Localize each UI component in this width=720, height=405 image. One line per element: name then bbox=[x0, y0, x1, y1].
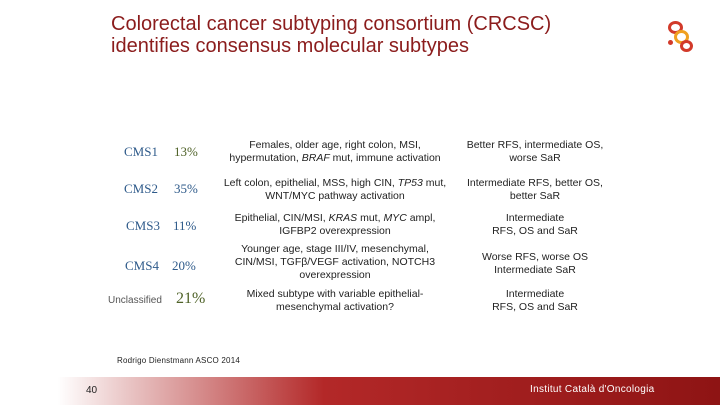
page-number: 40 bbox=[86, 385, 98, 396]
features-line: overexpression bbox=[299, 269, 371, 281]
slide-title: Colorectal cancer subtyping consortium (… bbox=[111, 13, 552, 57]
features-line: CIN/MSI, TGFβ/VEGF activation, NOTCH3 bbox=[234, 256, 436, 268]
features-line: IGFBP2 overexpression bbox=[279, 225, 391, 237]
subtype-features: Younger age, stage III/IV, mesenchymal, … bbox=[215, 243, 455, 282]
institution-name: Institut Català d'Oncologia bbox=[530, 384, 655, 395]
outcome-line: better SaR bbox=[509, 190, 561, 202]
features-text: mut, immune activation bbox=[329, 152, 441, 164]
subtype-outcome: Better RFS, intermediate OS, worse SaR bbox=[455, 139, 615, 165]
subtype-label: CMS2 bbox=[124, 181, 158, 196]
features-gene: BRAF bbox=[301, 152, 330, 164]
features-line: WNT/MYC pathway activation bbox=[265, 190, 405, 202]
subtype-percent: 11% bbox=[173, 218, 197, 233]
subtype-outcome: Intermediate RFS, OS and SaR bbox=[455, 212, 615, 238]
outcome-line: Intermediate SaR bbox=[494, 264, 576, 276]
features-line: Left colon, epithelial, MSS, high CIN, T… bbox=[215, 177, 455, 190]
features-text: hypermutation, bbox=[229, 152, 302, 164]
features-text: ampl, bbox=[406, 212, 436, 224]
outcome-line: Intermediate bbox=[505, 212, 565, 224]
outcome-line: Worse RFS, worse OS bbox=[482, 251, 588, 263]
subtype-label: CMS1 bbox=[124, 144, 158, 159]
features-text: mut, bbox=[357, 212, 384, 224]
outcome-line: RFS, OS and SaR bbox=[492, 225, 578, 237]
subtype-features: Left colon, epithelial, MSS, high CIN, T… bbox=[215, 177, 455, 203]
features-text: Epithelial, CIN/MSI, bbox=[234, 212, 329, 224]
outcome-line: Intermediate RFS, better OS, bbox=[467, 177, 603, 189]
subtype-label: CMS3 bbox=[126, 218, 160, 233]
features-line: mesenchymal activation? bbox=[276, 301, 394, 313]
outcome-line: Intermediate bbox=[505, 288, 565, 300]
features-line: Females, older age, right colon, MSI, bbox=[249, 139, 421, 151]
footer-gradient bbox=[0, 377, 720, 405]
outcome-line: Better RFS, intermediate OS, bbox=[466, 139, 604, 151]
features-text: mut, bbox=[422, 177, 447, 189]
outcome-line: RFS, OS and SaR bbox=[492, 301, 578, 313]
ico-logo-icon bbox=[664, 18, 698, 52]
subtype-features: Mixed subtype with variable epithelial- … bbox=[215, 288, 455, 314]
features-line: Mixed subtype with variable epithelial- bbox=[246, 288, 424, 300]
features-gene: TP53 bbox=[397, 177, 423, 189]
features-gene: MYC bbox=[383, 212, 407, 224]
subtype-outcome: Intermediate RFS, OS and SaR bbox=[455, 288, 615, 314]
subtype-percent: 21% bbox=[176, 290, 206, 307]
subtype-outcome: Worse RFS, worse OS Intermediate SaR bbox=[455, 251, 615, 277]
subtype-outcome: Intermediate RFS, better OS, better SaR bbox=[455, 177, 615, 203]
footer-bar: 40 Institut Català d'Oncologia bbox=[0, 377, 720, 405]
features-gene: KRAS bbox=[328, 212, 358, 224]
citation: Rodrigo Dienstmann ASCO 2014 bbox=[117, 356, 240, 365]
subtype-percent: 20% bbox=[172, 258, 196, 273]
subtype-percent: 13% bbox=[174, 144, 198, 159]
subtype-label: CMS4 bbox=[125, 258, 159, 273]
outcome-line: worse SaR bbox=[509, 152, 561, 164]
features-line: Epithelial, CIN/MSI, KRAS mut, MYC ampl, bbox=[215, 212, 455, 225]
features-text: Left colon, epithelial, MSS, high CIN, bbox=[223, 177, 398, 189]
subtype-label: Unclassified bbox=[108, 295, 162, 306]
features-line: hypermutation, BRAF mut, immune activati… bbox=[215, 152, 455, 165]
subtype-percent: 35% bbox=[174, 181, 198, 196]
subtype-features: Epithelial, CIN/MSI, KRAS mut, MYC ampl,… bbox=[215, 212, 455, 238]
features-line: Younger age, stage III/IV, mesenchymal, bbox=[241, 243, 429, 255]
subtype-features: Females, older age, right colon, MSI, hy… bbox=[215, 139, 455, 165]
